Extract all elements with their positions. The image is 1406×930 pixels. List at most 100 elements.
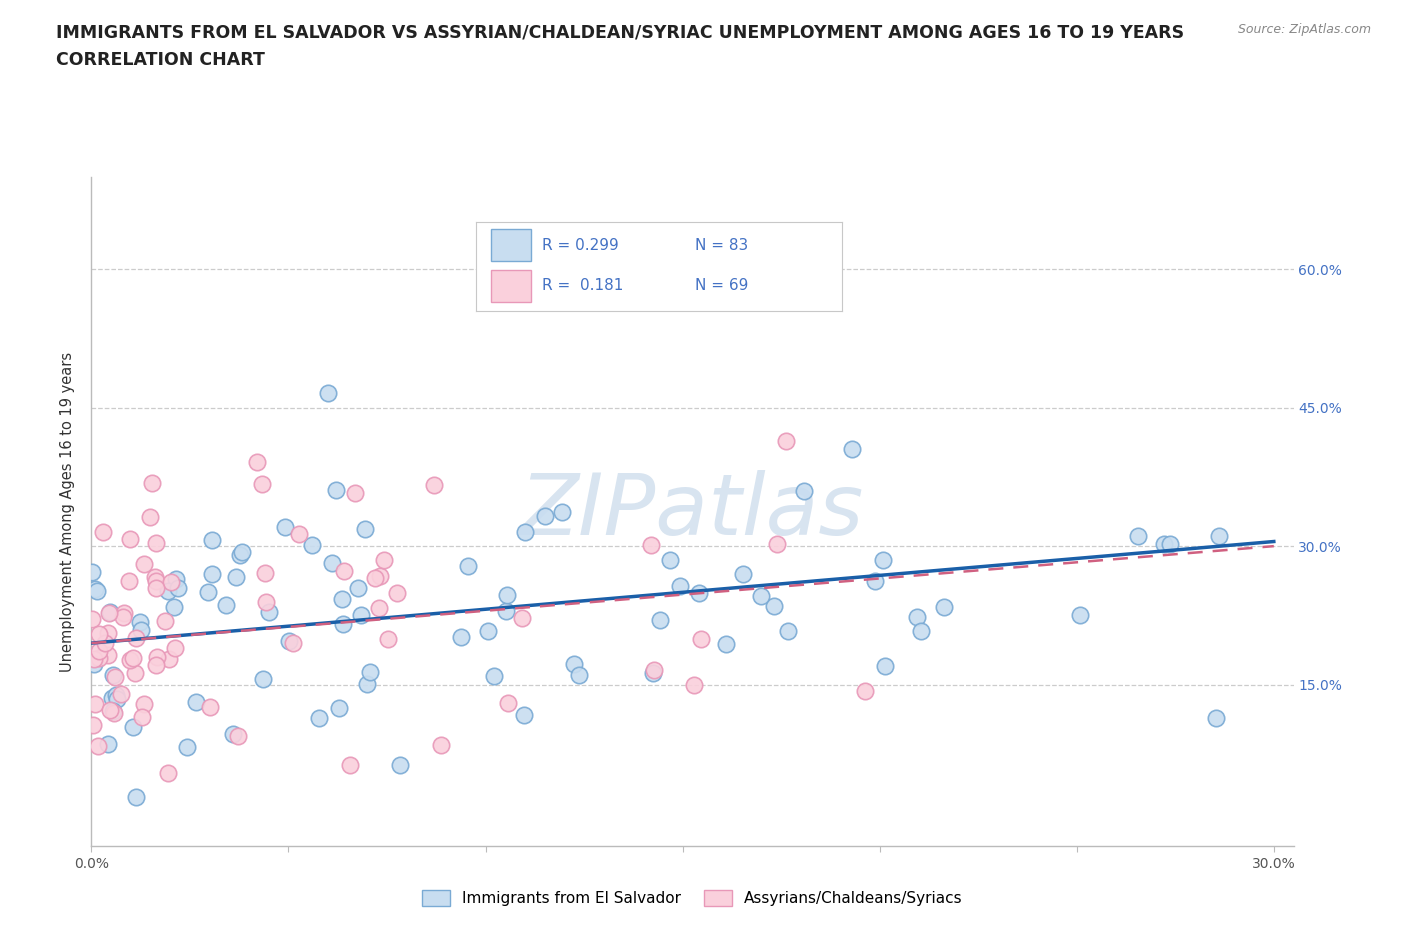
Text: N = 69: N = 69	[696, 278, 749, 293]
Point	[82, 717, 104, 732]
Point	[104, 670, 127, 684]
Point	[125, 631, 148, 645]
Point	[495, 587, 517, 602]
Point	[354, 522, 377, 537]
Point	[640, 538, 662, 552]
Point	[228, 728, 250, 743]
Point	[97, 647, 120, 662]
Point	[733, 566, 755, 581]
Point	[513, 525, 536, 539]
Point	[910, 624, 932, 639]
Point	[751, 589, 773, 604]
Point	[689, 631, 711, 646]
Point	[98, 702, 121, 717]
Point	[321, 556, 343, 571]
Point	[97, 605, 120, 620]
Point	[101, 704, 124, 719]
Point	[83, 657, 105, 671]
Point	[283, 635, 305, 650]
Point	[872, 552, 894, 567]
Point	[186, 695, 208, 710]
Point	[157, 765, 180, 780]
Point	[333, 564, 356, 578]
Point	[550, 505, 572, 520]
Point	[510, 610, 533, 625]
Point	[316, 385, 339, 400]
Point	[165, 572, 187, 587]
Point	[385, 586, 408, 601]
Point	[252, 671, 274, 686]
Point	[121, 651, 143, 666]
Point	[359, 664, 381, 679]
Point	[167, 580, 190, 595]
Point	[643, 666, 665, 681]
Point	[134, 557, 156, 572]
Point	[863, 574, 886, 589]
Point	[377, 632, 399, 647]
Bar	[491, 230, 531, 261]
Point	[495, 604, 517, 618]
Point	[87, 644, 110, 658]
Point	[86, 739, 108, 754]
Point	[156, 583, 179, 598]
Point	[145, 649, 167, 664]
Point	[853, 684, 876, 698]
Point	[201, 566, 224, 581]
Point	[229, 548, 252, 563]
Point	[143, 570, 166, 585]
Point	[122, 719, 145, 734]
Point	[450, 630, 472, 644]
Point	[97, 737, 120, 751]
Text: ZIPatlas: ZIPatlas	[520, 470, 865, 553]
Point	[222, 727, 245, 742]
Point	[176, 740, 198, 755]
Point	[103, 705, 125, 720]
Point	[145, 658, 167, 672]
Point	[364, 571, 387, 586]
Point	[1205, 711, 1227, 725]
Point	[905, 609, 928, 624]
Point	[145, 536, 167, 551]
Point	[841, 442, 863, 457]
Point	[775, 433, 797, 448]
Point	[347, 580, 370, 595]
Point	[776, 623, 799, 638]
Point	[124, 666, 146, 681]
Point	[118, 532, 141, 547]
Point	[215, 597, 238, 612]
Point	[301, 538, 323, 552]
Point	[643, 663, 665, 678]
Point	[457, 559, 479, 574]
Point	[145, 573, 167, 588]
Y-axis label: Unemployment Among Ages 16 to 19 years: Unemployment Among Ages 16 to 19 years	[60, 352, 76, 671]
Point	[101, 667, 124, 682]
Point	[368, 569, 391, 584]
Point	[650, 612, 672, 627]
Point	[1208, 528, 1230, 543]
Text: R =  0.181: R = 0.181	[541, 278, 623, 293]
Point	[87, 651, 110, 666]
Point	[534, 509, 557, 524]
Point	[201, 532, 224, 547]
Point	[373, 552, 395, 567]
Point	[83, 652, 105, 667]
Point	[793, 484, 815, 498]
Point	[254, 595, 277, 610]
Point	[477, 624, 499, 639]
Point	[129, 615, 152, 630]
Point	[91, 525, 114, 539]
Point	[332, 617, 354, 631]
Bar	[491, 270, 531, 302]
Point	[163, 641, 186, 656]
Point	[129, 623, 152, 638]
Point	[330, 591, 353, 606]
Text: IMMIGRANTS FROM EL SALVADOR VS ASSYRIAN/CHALDEAN/SYRIAC UNEMPLOYMENT AMONG AGES : IMMIGRANTS FROM EL SALVADOR VS ASSYRIAN/…	[56, 23, 1184, 41]
Point	[339, 757, 361, 772]
Point	[112, 606, 135, 621]
Point	[252, 476, 274, 491]
Point	[253, 565, 276, 580]
Point	[668, 578, 690, 593]
Text: Source: ZipAtlas.com: Source: ZipAtlas.com	[1237, 23, 1371, 36]
Point	[159, 652, 181, 667]
Point	[389, 758, 412, 773]
